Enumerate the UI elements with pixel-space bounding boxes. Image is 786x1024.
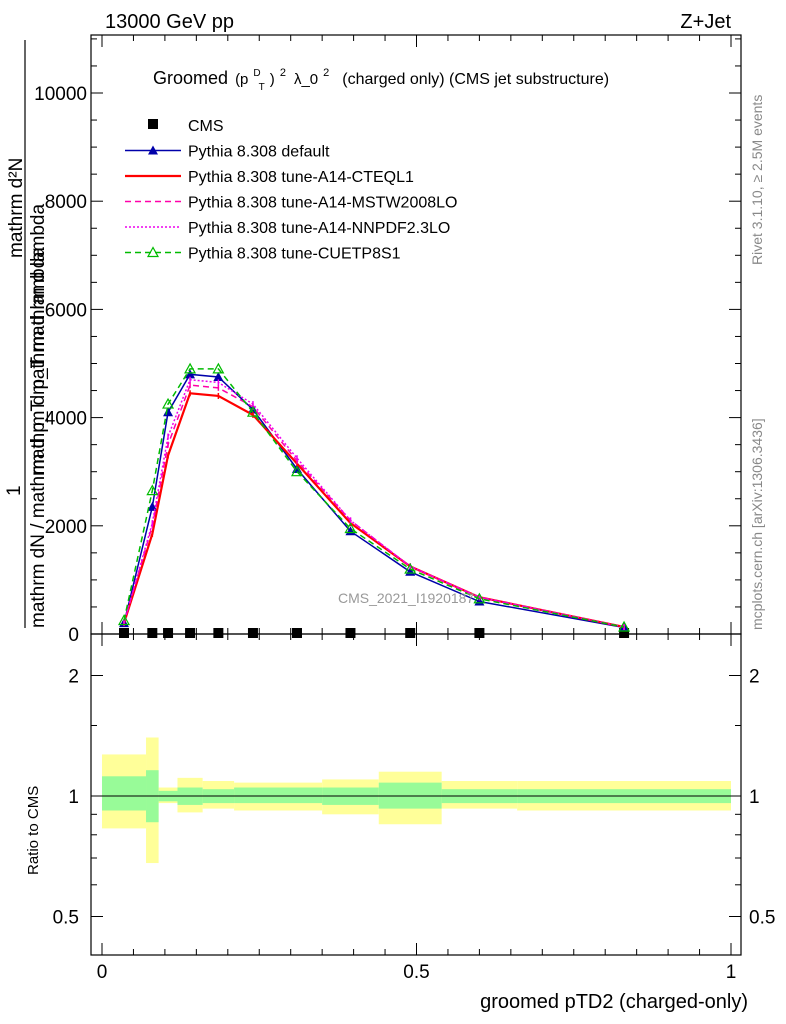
ratio-y-tick-label: 0.5 xyxy=(53,908,79,929)
cms-data-point xyxy=(185,628,196,638)
y-tick-label: 6000 xyxy=(45,300,87,321)
x-axis-label: groomed pTD2 (charged-only) xyxy=(480,991,748,1013)
series-marker xyxy=(147,501,158,511)
cms-data-point xyxy=(119,628,130,638)
series-marker xyxy=(344,522,357,534)
cms-data-point xyxy=(147,628,158,638)
series-marker xyxy=(184,362,197,374)
title-sub-t: T xyxy=(259,82,265,93)
ratio-y-tick-label: 1 xyxy=(68,787,79,808)
title-sup-d: D xyxy=(253,68,260,79)
ratio-inner-band xyxy=(234,787,323,804)
cms-data-point xyxy=(474,628,485,638)
y-tick-label: 0 xyxy=(68,625,79,646)
x-tick-label: 1 xyxy=(726,962,737,983)
series-marker xyxy=(212,362,225,374)
cms-data-point xyxy=(345,628,356,638)
legend-marker xyxy=(148,145,158,155)
cms-data-point xyxy=(405,628,416,638)
ratio-inner-band xyxy=(102,776,147,811)
y-tick-label: 8000 xyxy=(45,192,87,213)
legend-label: Pythia 8.308 tune-CUETP8S1 xyxy=(188,246,401,263)
cms-data-point xyxy=(213,628,224,638)
legend-entry: Pythia 8.308 tune-A14-NNPDF2.3LO xyxy=(125,220,450,237)
series-marker xyxy=(162,397,175,409)
ylabel-line-c: 1 xyxy=(4,485,25,496)
ratio-y-tick-label-right: 0.5 xyxy=(749,908,775,929)
legend-entry: CMS xyxy=(148,118,224,135)
plot-title: Groomed (p D T ) 2 λ_0 2 (charged only) … xyxy=(153,60,609,94)
ratio-panel: 0 0.5 1 0.5 0.5 1 1 2 2 xyxy=(53,633,775,983)
series-marker xyxy=(290,465,304,477)
main-panel: 0 2000 4000 6000 8000 10000 xyxy=(34,34,742,646)
legend-entry: Pythia 8.308 tune-A14-MSTW2008LO xyxy=(125,195,457,212)
legend-label: Pythia 8.308 tune-A14-MSTW2008LO xyxy=(188,195,457,212)
ratio-y-tick-label: 2 xyxy=(68,667,79,688)
title-prefix: Groomed xyxy=(153,68,228,88)
mcplots-label: mcplots.cern.ch [arXiv:1306.3436] xyxy=(749,418,765,630)
cms-data-point xyxy=(163,628,174,638)
series-line xyxy=(123,368,625,628)
series-marker xyxy=(213,372,224,382)
x-tick-label: 0.5 xyxy=(403,962,429,983)
svg-text:Groomed (p D: Groomed (p D T ) 2 λ_0 2 (charged only) … xyxy=(153,60,609,94)
series-marker xyxy=(473,592,486,604)
y-tick-label: 4000 xyxy=(45,409,87,430)
y-tick-label: 2000 xyxy=(45,517,87,538)
y-axis-label: mathrm d²N mathrm d p_T mathrm d lambda … xyxy=(4,40,49,628)
y-tick-label: 10000 xyxy=(34,84,87,105)
series-marker xyxy=(246,405,259,417)
ratio-y-tick-label-right: 1 xyxy=(749,787,760,808)
legend-entry: Pythia 8.308 tune-CUETP8S1 xyxy=(125,246,401,263)
cms-data-point xyxy=(619,628,630,638)
legend: CMS Pythia 8.308 default Pythia 8.308 tune… xyxy=(125,118,457,263)
ylabel-line-b: mathrm d p_T mathrm d lambda xyxy=(28,204,49,475)
ylabel-line-d: mathrm dN / mathrm d p_T mathrm d lambda xyxy=(28,247,49,628)
series-marker xyxy=(618,620,631,632)
x-tick-label: 0 xyxy=(97,962,108,983)
series-marker xyxy=(185,369,196,379)
legend-label: Pythia 8.308 tune-A14-NNPDF2.3LO xyxy=(188,220,450,237)
cms-data-point xyxy=(247,628,258,638)
legend-entry: Pythia 8.308 default xyxy=(125,144,330,161)
title-sup-2: 2 xyxy=(280,67,286,79)
series-marker xyxy=(404,562,417,574)
title-sup-mid: 2 xyxy=(323,67,329,79)
ylabel-line-a: mathrm d²N xyxy=(6,158,27,258)
series-marker xyxy=(117,614,131,626)
legend-label: Pythia 8.308 tune-A14-CTEQL1 xyxy=(188,169,414,186)
legend-entry: Pythia 8.308 tune-A14-CTEQL1 xyxy=(125,169,414,186)
legend-label: CMS xyxy=(188,118,224,135)
ratio-y-tick-label-right: 2 xyxy=(749,667,760,688)
ratio-y-label: Ratio to CMS xyxy=(25,786,42,875)
legend-symbol xyxy=(148,119,158,129)
legend-label: Pythia 8.308 default xyxy=(188,144,330,161)
series-marker xyxy=(146,484,159,496)
watermark: CMS_2021_I1920187 xyxy=(338,590,474,606)
legend-marker xyxy=(146,246,160,258)
title-suffix: (charged only) (CMS jet substructure) xyxy=(342,71,609,88)
cms-data-point xyxy=(291,628,302,638)
rivet-label: Rivet 3.1.10, ≥ 2.5M events xyxy=(749,95,765,265)
title-mid: λ_0 xyxy=(294,71,318,88)
process-label: Z+Jet xyxy=(680,11,731,33)
energy-label: 13000 GeV pp xyxy=(105,11,234,33)
